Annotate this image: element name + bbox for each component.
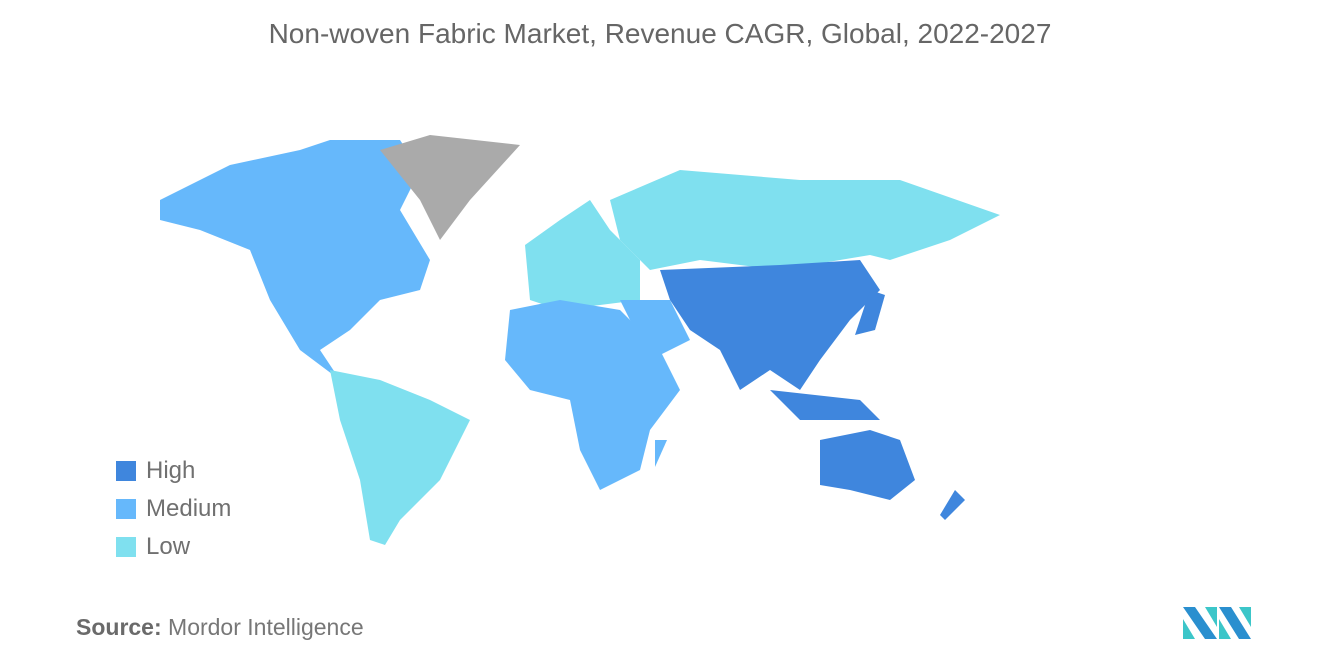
region-north-america [160,140,430,380]
region-middle-east [620,300,690,360]
source-label: Source: [76,614,162,640]
legend-swatch-high [116,461,136,481]
region-europe [525,200,640,310]
legend-label: Medium [146,495,232,522]
map-title: Non-woven Fabric Market, Revenue CAGR, G… [268,18,1052,49]
legend-label: High [146,457,196,484]
source-value: Mordor Intelligence [168,614,364,640]
region-japan [855,290,885,335]
region-asia [660,260,880,390]
region-australia [820,430,915,500]
region-new-zealand [940,490,965,520]
region-madagascar [655,440,667,467]
legend-item-medium: Medium [116,490,231,528]
region-south-america [330,370,470,545]
legend: High Medium Low [116,452,231,566]
region-indonesia [770,390,880,420]
region-africa [505,300,680,490]
region-greenland [380,135,520,240]
legend-swatch-medium [116,499,136,519]
legend-swatch-low [116,537,136,557]
source-note: Source: Mordor Intelligence [76,614,364,641]
legend-item-low: Low [116,528,231,566]
region-russia [610,170,1000,270]
mordor-logo-icon [1183,607,1251,639]
legend-label: Low [146,533,191,560]
legend-item-high: High [116,452,231,490]
